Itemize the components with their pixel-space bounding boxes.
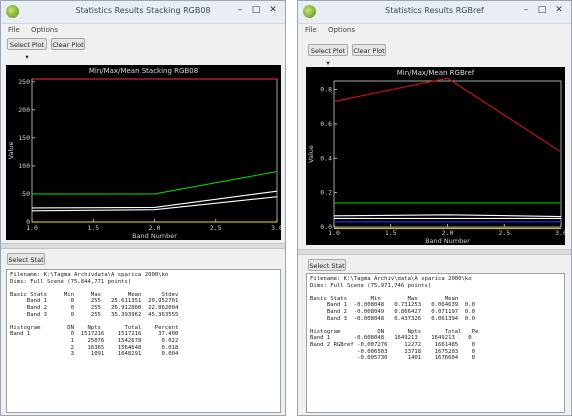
- report-line: -0.006503 13718 1675203 0: [310, 348, 476, 355]
- x-axis-label: Band Number: [132, 232, 177, 240]
- x-tick-label: 2.5: [498, 229, 510, 237]
- report-line: Band 1 -0.008048 1649213 1649213 0: [310, 335, 472, 342]
- x-tick-label: 1.0: [328, 229, 340, 237]
- y-tick-label: 200: [18, 106, 30, 114]
- x-tick-label: 3.0: [555, 229, 565, 237]
- report-line: Band 1 0 1517216 1517216 37.400: [10, 331, 179, 338]
- maximize-icon[interactable]: □: [251, 5, 261, 15]
- select-plot-button[interactable]: Select Plot ▾: [7, 38, 47, 61]
- menu-file[interactable]: File: [305, 26, 317, 34]
- title-bar[interactable]: Statistics Results Stacking RGB08 – □ ✕: [1, 1, 285, 24]
- window-title: Statistics Results RGBref: [385, 6, 484, 15]
- series-line: [31, 190, 278, 209]
- plot-frame: [333, 80, 562, 228]
- report-line: Band 3 0 255 35.393962 45.363555: [10, 311, 179, 318]
- report-line: Dims: Full Scene (75,971,746 points): [310, 282, 432, 289]
- report-line: Band 1 0 255 25.611351 20.952701: [10, 298, 179, 305]
- minimize-icon[interactable]: –: [523, 5, 529, 15]
- report-line: [10, 285, 277, 292]
- stats-window-right: Statistics Results RGBref – □ ✕ File Opt…: [297, 0, 572, 416]
- stats-window-left: Statistics Results Stacking RGB08 – □ ✕ …: [0, 0, 286, 416]
- report-line: [310, 289, 561, 296]
- splitter[interactable]: [298, 249, 571, 255]
- select-stat-button[interactable]: Select Stat ▾: [308, 259, 346, 282]
- series-line: [32, 170, 278, 195]
- app-icon: [303, 5, 316, 18]
- clear-plot-button[interactable]: Clear Plot: [352, 44, 386, 56]
- report-line: Basic Stats Min Max Mean Stdev: [10, 291, 179, 298]
- report-line: 2 16365 1564648 0.018: [10, 344, 179, 351]
- close-icon[interactable]: ✕: [269, 5, 277, 15]
- window-title: Statistics Results Stacking RGB08: [75, 6, 211, 15]
- x-tick-label: 2.5: [210, 224, 222, 232]
- y-tick-label: 0.0: [320, 223, 332, 231]
- stat-toolbar: Select Stat ▾: [298, 257, 571, 282]
- report-line: Filename: K:\Tagma Archiv\data\A sparica…: [310, 276, 472, 282]
- y-tick-label: 50: [22, 190, 30, 198]
- report-line: -0.005730 1401 1676604 0: [310, 355, 476, 362]
- stat-toolbar: Select Stat ▾: [1, 251, 285, 276]
- y-axis-label: Value: [307, 145, 315, 163]
- report-line: 1 25076 1542678 0.022: [10, 337, 179, 344]
- line-chart: 1.0 1.5 2.0 2.5 3.0 0.0 0.2 0.4 0.6 0.8 Band Numbe…: [307, 77, 567, 245]
- report-line: Band 2 -0.008049 0.866427 0.071197 0.0: [310, 308, 476, 315]
- y-tick-label: 0.2: [320, 189, 332, 197]
- report-line: Band 1 -0.008048 0.731253 0.064639 0.0: [310, 302, 476, 309]
- app-icon: [6, 5, 19, 18]
- series-line: [31, 196, 278, 212]
- report-line: Histogram DN Npts Total Pe: [310, 328, 479, 335]
- y-tick-label: 0.4: [320, 154, 332, 162]
- report-line: [10, 318, 277, 325]
- report-line: Band 2 RGBref -0.007276 12272 1661485 0: [310, 341, 476, 348]
- menu-file[interactable]: File: [8, 26, 20, 34]
- stats-report[interactable]: Filename: K:\Tagma Archivdata\A sparica …: [6, 269, 281, 413]
- clear-plot-button[interactable]: Clear Plot: [51, 38, 85, 50]
- report-line: Dims: Full Scene (75,844,771 points): [10, 278, 132, 285]
- menu-bar: File Options: [1, 24, 285, 36]
- y-tick-label: 100: [18, 162, 30, 170]
- plot-title: Min/Max/Mean RGBref: [396, 69, 475, 77]
- report-line: Filename: K:\Tagma Archivdata\A sparica …: [10, 272, 169, 278]
- minimize-icon[interactable]: –: [237, 5, 243, 15]
- plot-toolbar: Select Plot ▾ Clear Plot: [298, 42, 571, 67]
- report-line: [310, 322, 561, 329]
- y-axis-label: Value: [7, 142, 15, 160]
- maximize-icon[interactable]: □: [537, 5, 547, 15]
- series-line: [333, 77, 562, 153]
- menu-options[interactable]: Options: [327, 26, 355, 34]
- menu-bar: File Options: [298, 24, 571, 36]
- plot-area[interactable]: Min/Max/Mean RGBref 1.0 1.5 2.0 2.5 3.0 0.0 0.…: [306, 67, 567, 245]
- y-tick-label: 0.8: [320, 86, 332, 94]
- splitter[interactable]: [1, 243, 285, 249]
- x-axis-label: Band Number: [425, 237, 470, 245]
- close-icon[interactable]: ✕: [555, 5, 563, 15]
- plot-title: Min/Max/Mean Stacking RGB08: [88, 67, 199, 75]
- x-tick-label: 2.0: [442, 229, 454, 237]
- x-tick-label: 1.0: [26, 224, 38, 232]
- select-plot-button[interactable]: Select Plot ▾: [308, 44, 348, 67]
- x-tick-label: 2.0: [149, 224, 161, 232]
- report-line: Histogram DN Npts Total Percent: [10, 324, 179, 331]
- y-tick-label: 150: [18, 134, 30, 142]
- y-tick-label: 0.6: [320, 120, 332, 128]
- x-tick-label: 3.0: [271, 224, 281, 232]
- report-line: 3 1091 1648291 0.004: [10, 351, 179, 358]
- title-bar[interactable]: Statistics Results RGBref – □ ✕: [298, 1, 571, 24]
- report-line: Basic Stats Min Max Mean: [310, 295, 459, 302]
- y-tick-label: 250: [18, 78, 30, 86]
- plot-toolbar: Select Plot ▾ Clear Plot: [1, 36, 285, 61]
- series-line: [333, 214, 562, 218]
- line-chart: 1.0 1.5 2.0 2.5 3.0 0 50 100 150 200 250 Band Numbe…: [7, 78, 283, 240]
- y-tick-label: 0: [26, 218, 30, 226]
- x-tick-label: 1.5: [385, 229, 397, 237]
- x-tick-label: 1.5: [87, 224, 99, 232]
- stats-report[interactable]: Filename: K:\Tagma Archiv\data\A sparica…: [306, 273, 565, 413]
- plot-area[interactable]: Min/Max/Mean Stacking RGB08 1.0 1.5 2.0 2.5…: [6, 65, 283, 240]
- report-line: Band 3 -0.008048 0.437326 0.061394 0.0: [310, 315, 476, 322]
- menu-options[interactable]: Options: [30, 26, 58, 34]
- select-stat-button[interactable]: Select Stat ▾: [7, 253, 45, 276]
- report-line: Band 2 0 255 26.912880 22.862004: [10, 304, 179, 311]
